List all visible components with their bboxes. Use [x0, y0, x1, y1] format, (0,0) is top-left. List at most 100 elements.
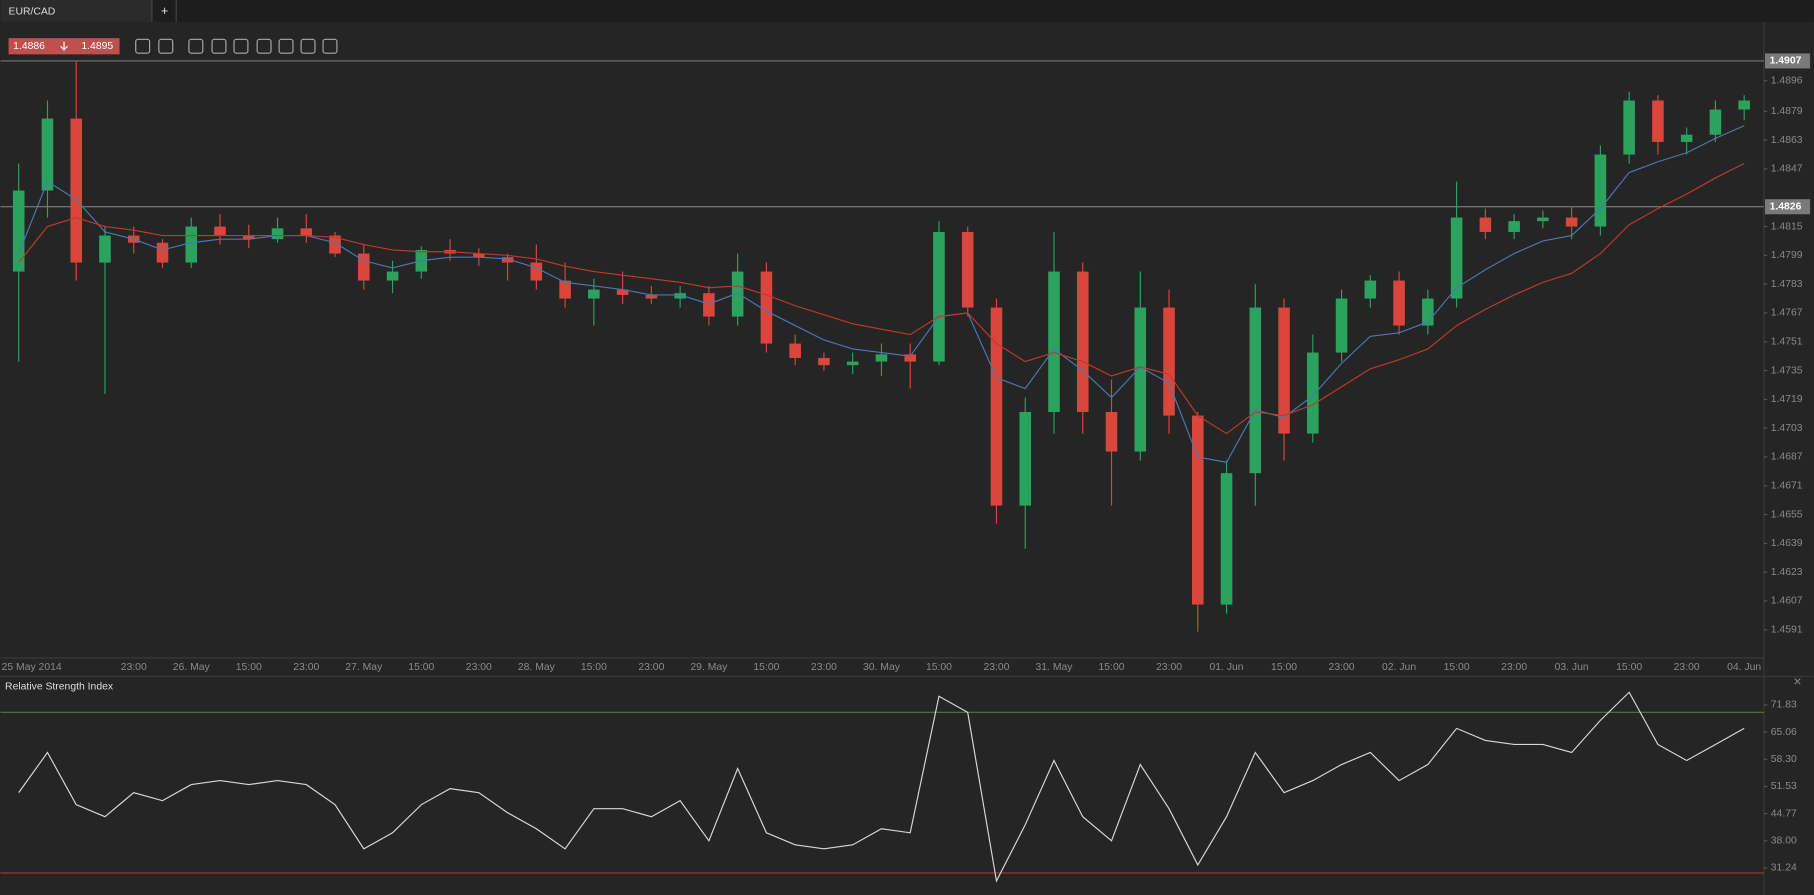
pen[interactable] — [322, 38, 338, 54]
candle-body — [818, 357, 830, 366]
y-tick-label: 31.24 — [1771, 863, 1797, 874]
x-tick-label: 04. Jun — [1727, 662, 1761, 673]
candle-body — [99, 235, 111, 263]
timeframe[interactable] — [188, 38, 204, 54]
x-tick-label: 23:00 — [293, 662, 319, 673]
candle-body — [530, 262, 543, 281]
tab-bar — [0, 0, 1814, 22]
y-tick-label: 1.4639 — [1771, 538, 1803, 549]
y-tick-label: 1.4799 — [1771, 250, 1803, 261]
y-tick-label: 1.4687 — [1771, 452, 1803, 463]
objects[interactable] — [278, 38, 294, 54]
ask: 1.4895 — [81, 41, 113, 52]
y-tick-label: 44.77 — [1771, 808, 1797, 819]
candle-body — [760, 271, 773, 344]
candle-body — [933, 231, 945, 362]
x-tick-label: 15:00 — [753, 662, 779, 673]
candle-body — [329, 235, 341, 254]
y-tick-label: 1.4735 — [1771, 365, 1803, 376]
x-tick-label: 03. Jun — [1555, 662, 1589, 673]
candle-body — [156, 242, 169, 263]
x-tick-label: 30. May — [863, 662, 901, 673]
y-tick-label: 1.4767 — [1771, 308, 1803, 319]
candle-body — [300, 228, 313, 236]
candle-body — [904, 354, 916, 362]
candle-body — [846, 361, 859, 366]
candle-body — [1048, 271, 1060, 412]
candle-body — [559, 280, 571, 299]
candle-body — [1220, 473, 1233, 605]
candle-body — [1307, 352, 1319, 434]
candle-body — [1709, 109, 1722, 135]
candle-body — [961, 231, 974, 308]
y-tick-label: 1.4703 — [1771, 423, 1803, 434]
candle-body — [645, 294, 658, 299]
candle-body — [1508, 221, 1520, 232]
candle-body — [1594, 154, 1607, 227]
zoom-in[interactable] — [135, 38, 151, 54]
candle-body — [386, 271, 399, 281]
y-tick-label: 1.4591 — [1771, 625, 1803, 636]
y-tick-label: 1.4879 — [1771, 106, 1803, 117]
y-tick-label: 1.4751 — [1771, 337, 1803, 348]
x-tick-label: 23:00 — [638, 662, 664, 673]
rsi-line — [18, 691, 1745, 883]
rsi-title: Relative Strength Index — [5, 682, 114, 693]
price-label-box — [1764, 199, 1811, 215]
y-tick-label: 1.4671 — [1771, 481, 1803, 492]
x-tick-label: 15:00 — [1271, 662, 1297, 673]
candle-body — [1479, 217, 1492, 232]
chart-type[interactable] — [211, 38, 227, 54]
x-tick-label: 23:00 — [466, 662, 492, 673]
x-tick-label: 23:00 — [1674, 662, 1700, 673]
y-tick-label: 1.4847 — [1771, 164, 1803, 175]
studies[interactable] — [256, 38, 272, 54]
x-tick-label: 01. Jun — [1209, 662, 1243, 673]
candle-body — [674, 293, 686, 299]
x-tick-label: 15:00 — [926, 662, 952, 673]
candle-body — [1278, 307, 1290, 434]
candle-body — [875, 354, 888, 362]
toolbar — [135, 38, 338, 54]
y-tick-label: 1.4815 — [1771, 221, 1803, 232]
candle-body — [185, 226, 198, 263]
zoom-out[interactable] — [158, 38, 174, 54]
x-tick-label: 23:00 — [121, 662, 147, 673]
candle-body — [1019, 411, 1032, 506]
candle-body — [1076, 271, 1089, 412]
x-tick-label: 15:00 — [1444, 662, 1470, 673]
candle-body — [1422, 298, 1434, 326]
y-tick-label: 1.4719 — [1771, 394, 1803, 405]
x-tick-label: 23:00 — [811, 662, 837, 673]
add-tab[interactable]: + — [161, 3, 168, 18]
y-tick-label: 58.30 — [1771, 754, 1797, 765]
candle-body — [1364, 280, 1377, 299]
x-tick-label: 15:00 — [1616, 662, 1642, 673]
x-tick-label: 27. May — [345, 662, 383, 673]
candle-body — [1537, 217, 1549, 222]
candle-body — [501, 257, 514, 263]
x-tick-label: 23:00 — [1156, 662, 1182, 673]
candle-body — [1623, 100, 1635, 155]
candle-body — [242, 235, 255, 240]
y-tick-label: 38.00 — [1771, 836, 1797, 847]
y-tick-label: 71.83 — [1771, 700, 1797, 711]
x-tick-label: 23:00 — [983, 662, 1009, 673]
candle-body — [1565, 217, 1578, 227]
candle-body — [1163, 307, 1175, 416]
indicators[interactable] — [233, 38, 249, 54]
tab-title[interactable]: EUR/CAD — [9, 6, 56, 17]
price-label: 1.4826 — [1770, 201, 1802, 212]
tab[interactable] — [0, 0, 152, 22]
y-tick-label: 65.06 — [1771, 727, 1797, 738]
candle-body — [616, 289, 629, 295]
candle-body — [588, 289, 600, 299]
close-panel[interactable]: × — [1793, 673, 1801, 689]
candle-body — [12, 190, 25, 272]
candle-body — [1652, 100, 1664, 142]
y-tick-label: 51.53 — [1771, 781, 1797, 792]
draw[interactable] — [300, 38, 316, 54]
candle-body — [41, 118, 54, 191]
